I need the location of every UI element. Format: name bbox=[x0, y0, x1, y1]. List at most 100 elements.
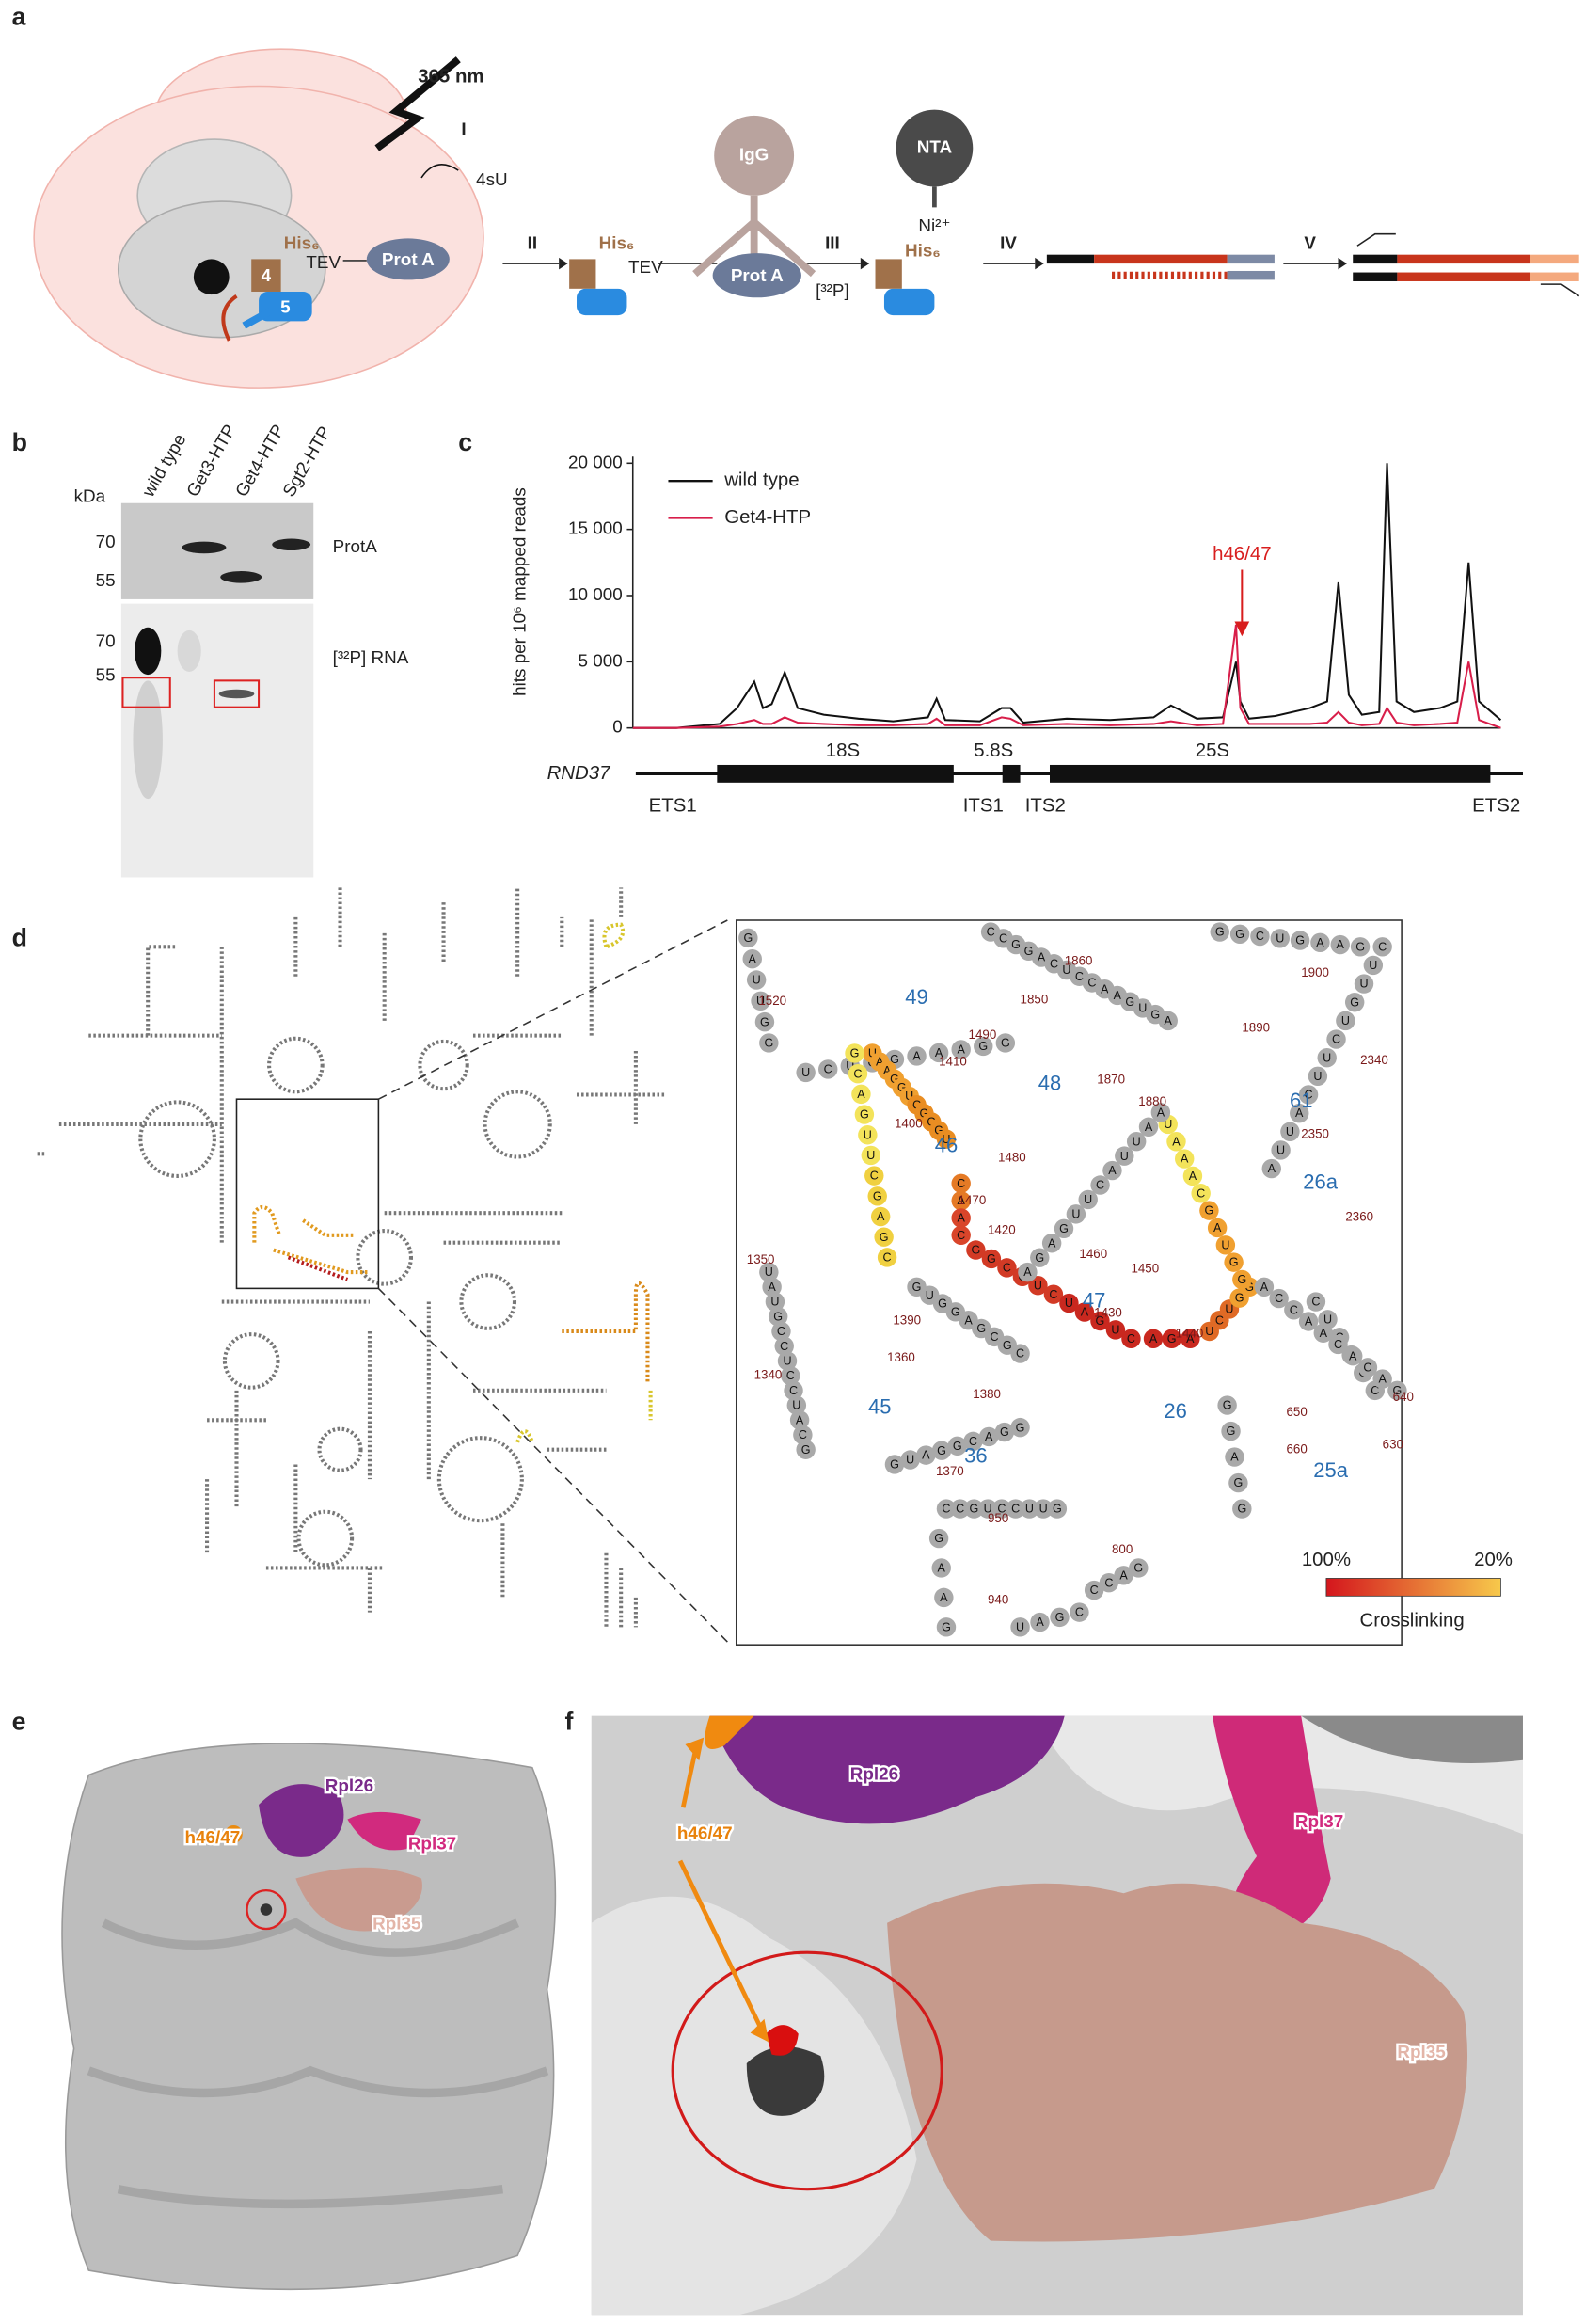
nucleotide bbox=[900, 1450, 920, 1470]
nucleotide-letter: G bbox=[1235, 1292, 1244, 1305]
nucleotide bbox=[1290, 1103, 1309, 1123]
nucleotide-letter: U bbox=[1221, 1238, 1229, 1251]
nucleotide-letter: A bbox=[1181, 1153, 1189, 1166]
nucleotide bbox=[1174, 1149, 1195, 1169]
nucleotide-letter: G bbox=[1227, 1425, 1236, 1438]
nucleotide-letter: U bbox=[1111, 1324, 1119, 1337]
label: IgG bbox=[739, 144, 769, 164]
nucleotide-letter: G bbox=[938, 1297, 947, 1311]
nucleotide bbox=[1129, 1558, 1149, 1578]
nucleotide-letter: A bbox=[1230, 1451, 1239, 1464]
nucleotide bbox=[845, 1043, 864, 1063]
nucleotide-letter: G bbox=[1167, 1332, 1177, 1345]
nucleotide-letter: C bbox=[1096, 1179, 1104, 1192]
nucleotide bbox=[936, 1129, 957, 1149]
nucleotide bbox=[1199, 1201, 1219, 1220]
nucleotide bbox=[951, 1190, 971, 1211]
position-label: 1490 bbox=[969, 1027, 997, 1042]
position-label: 1460 bbox=[1079, 1247, 1107, 1261]
nucleotide bbox=[1298, 1085, 1319, 1105]
nucleotide bbox=[754, 1011, 775, 1032]
nucleotide-letter: U bbox=[846, 1059, 854, 1073]
nucleotide bbox=[991, 1499, 1012, 1519]
nucleotide-letter: A bbox=[1305, 1315, 1313, 1329]
helix-label: 49 bbox=[905, 985, 927, 1009]
nucleotide-letter: U bbox=[984, 1503, 992, 1516]
nucleotide bbox=[759, 1033, 779, 1053]
nucleotide bbox=[1306, 1292, 1326, 1312]
nucleotide bbox=[786, 1395, 807, 1415]
helix-label: 25a bbox=[1313, 1458, 1348, 1482]
nucleotide-letter: G bbox=[801, 1443, 811, 1456]
nucleotide bbox=[1115, 1146, 1134, 1166]
nucleotide-letter: G bbox=[1244, 1281, 1254, 1294]
nucleotide-letter: G bbox=[987, 1252, 996, 1265]
nucleotide-letter: C bbox=[1003, 1261, 1011, 1274]
label: TEV bbox=[628, 257, 663, 277]
nucleotide bbox=[784, 1380, 803, 1401]
nucleotide bbox=[1308, 1066, 1328, 1087]
nucleotide-letter: A bbox=[957, 1194, 965, 1207]
nucleotide-letter: A bbox=[1213, 1221, 1222, 1234]
nucleotide-letter: A bbox=[749, 952, 757, 965]
nucleotide-letter: A bbox=[1114, 989, 1122, 1002]
nucleotide bbox=[1010, 1344, 1030, 1363]
nucleotide-letter: G bbox=[1125, 995, 1134, 1009]
nucleotide-letter: G bbox=[1000, 1425, 1009, 1439]
nucleotide-letter: U bbox=[1034, 1279, 1042, 1292]
nucleotide bbox=[1270, 929, 1290, 948]
label: I bbox=[461, 119, 466, 139]
label: V bbox=[1304, 233, 1316, 253]
marker: 70 bbox=[96, 532, 116, 551]
helix-label: 47 bbox=[1083, 1288, 1105, 1312]
nucleotide bbox=[777, 1351, 798, 1371]
position-label: 2340 bbox=[1360, 1053, 1388, 1067]
nucleotide-letter: U bbox=[1025, 1503, 1034, 1516]
gene-label: 25S bbox=[1196, 740, 1229, 761]
nucleotide-letter: G bbox=[873, 1189, 882, 1202]
nucleotide bbox=[1344, 993, 1365, 1012]
label: Prot A bbox=[731, 265, 784, 285]
nucleotide-letter: A bbox=[935, 1046, 943, 1059]
helix-label: 26a bbox=[1303, 1170, 1338, 1194]
nucleotide-letter: G bbox=[976, 1322, 986, 1335]
nucleotide-letter: G bbox=[764, 1037, 773, 1050]
nucleotide-letter: U bbox=[1062, 963, 1070, 977]
nucleotide-letter: C bbox=[1371, 1384, 1379, 1397]
cell-diagram bbox=[33, 48, 1580, 389]
nucleotide bbox=[1143, 1329, 1164, 1349]
nucleotide bbox=[742, 948, 762, 969]
nucleotide-letter: A bbox=[957, 1043, 965, 1057]
nucleotide-letter: A bbox=[1081, 1306, 1089, 1319]
nucleotide bbox=[854, 1105, 875, 1124]
nucleotide-letter: C bbox=[987, 926, 995, 939]
nucleotide-letter: G bbox=[890, 1073, 899, 1086]
nucleotide-letter: G bbox=[1150, 1008, 1160, 1021]
colorbar-label: 20% bbox=[1474, 1550, 1513, 1570]
panel-label: e bbox=[12, 1708, 26, 1736]
nucleotide bbox=[1350, 937, 1371, 957]
gene-label: ETS1 bbox=[649, 795, 697, 816]
nucleotide bbox=[1070, 1602, 1089, 1622]
nucleotide bbox=[781, 1365, 800, 1386]
label: II bbox=[528, 233, 537, 253]
nucleotide bbox=[1254, 1277, 1275, 1297]
nucleotide-letter: U bbox=[926, 1289, 934, 1302]
nucleotide-letter: A bbox=[1157, 1106, 1165, 1119]
label: III bbox=[825, 233, 840, 253]
annotation: h46/47 bbox=[1213, 544, 1271, 565]
nucleotide-letter: U bbox=[1313, 1070, 1322, 1083]
nucleotide-letter: A bbox=[1101, 982, 1109, 995]
gene-block bbox=[717, 764, 954, 783]
protein-label: Rpl26 bbox=[325, 1775, 373, 1795]
position-label: 1350 bbox=[747, 1252, 775, 1266]
label: His₆ bbox=[905, 241, 941, 261]
nucleotide bbox=[1217, 1395, 1237, 1415]
nucleotide bbox=[751, 991, 770, 1011]
nucleotide-letter: G bbox=[890, 1053, 899, 1066]
nucleotide bbox=[874, 1227, 894, 1247]
nucleotide bbox=[981, 1249, 1002, 1269]
nucleotide bbox=[1387, 1380, 1407, 1401]
nucleotide-letter: G bbox=[1350, 995, 1359, 1009]
